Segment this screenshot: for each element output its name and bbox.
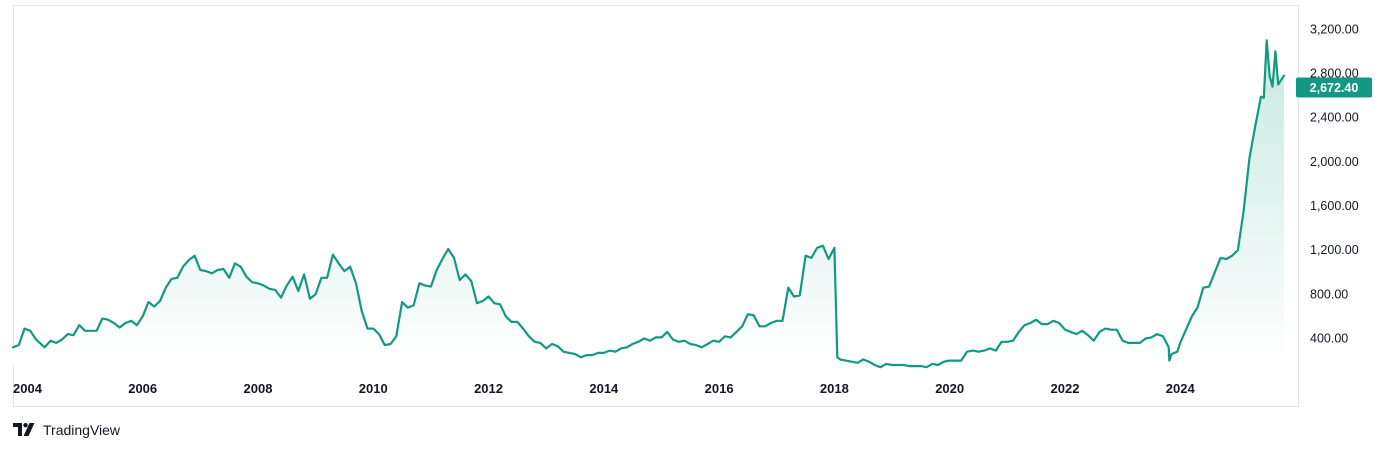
x-tick-label: 2018 (820, 381, 849, 396)
y-tick-label: 1,200.00 (1310, 243, 1359, 257)
chart-panel-border (13, 5, 1299, 407)
last-price-label: 2,672.40 (1310, 81, 1359, 95)
tradingview-logo-icon (13, 423, 35, 436)
x-tick-label: 2016 (705, 381, 734, 396)
x-tick-label: 2004 (13, 381, 43, 396)
y-tick-label: 400.00 (1310, 331, 1348, 345)
y-tick-label: 3,200.00 (1310, 22, 1359, 36)
y-tick-label: 800.00 (1310, 287, 1348, 301)
brand-name: TradingView (43, 422, 121, 438)
x-tick-label: 2010 (359, 381, 388, 396)
series-line (11, 39, 1286, 369)
x-tick-label: 2006 (128, 381, 157, 396)
y-tick-label: 2,000.00 (1310, 155, 1359, 169)
x-tick-label: 2012 (474, 381, 503, 396)
y-tick-label: 2,400.00 (1310, 111, 1359, 125)
x-tick-label: 2020 (935, 381, 964, 396)
tradingview-branding[interactable]: TradingView (13, 420, 120, 440)
last-price-tag: 2,672.40 (1296, 77, 1372, 98)
x-tick-label: 2014 (589, 381, 619, 396)
x-tick-label: 2022 (1051, 381, 1080, 396)
last-price-tag-bg (1296, 77, 1372, 98)
x-tick-label: 2008 (244, 381, 273, 396)
y-tick-label: 1,600.00 (1310, 199, 1359, 213)
x-tick-label: 2024 (1166, 381, 1196, 396)
y-tick-label: 2,800.00 (1310, 66, 1359, 80)
series-area-fill (13, 40, 1284, 368)
price-chart[interactable]: 400.00 800.00 1,200.00 1,600.00 2,000.00 2,40… (0, 0, 1394, 410)
